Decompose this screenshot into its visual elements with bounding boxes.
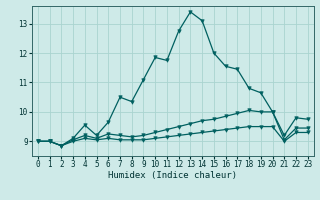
X-axis label: Humidex (Indice chaleur): Humidex (Indice chaleur): [108, 171, 237, 180]
